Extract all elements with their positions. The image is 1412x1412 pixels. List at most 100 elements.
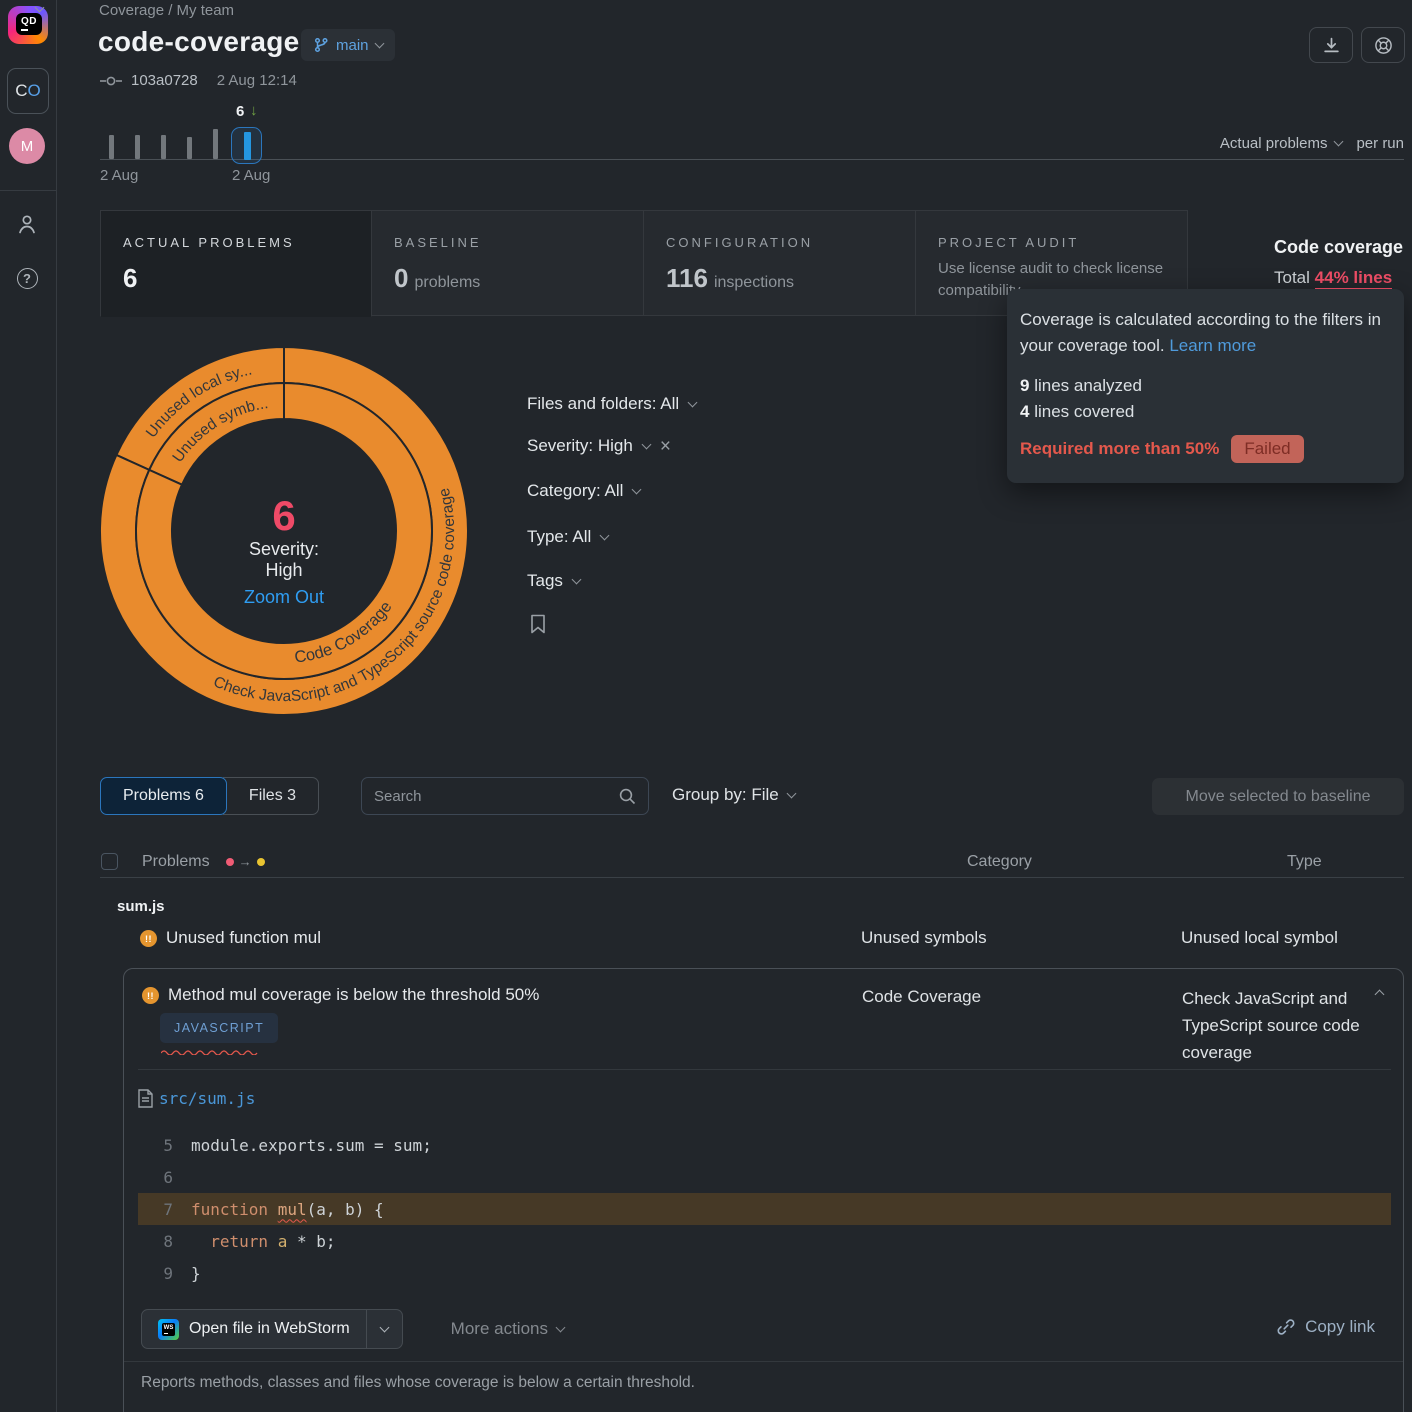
lines-analyzed-label: lines analyzed: [1029, 376, 1142, 395]
filter-label: Severity: High: [527, 436, 633, 455]
learn-more-link[interactable]: Learn more: [1169, 336, 1257, 355]
tab-description: Use license audit to check license compa…: [938, 260, 1164, 299]
filter-tags[interactable]: Tags: [527, 571, 582, 591]
high-severity-warning-icon: !!: [140, 930, 157, 947]
more-actions-dropdown[interactable]: More actions: [450, 1319, 566, 1339]
clear-severity-filter-icon[interactable]: ×: [659, 435, 671, 457]
sunburst-center-count: 6: [272, 492, 295, 539]
webstorm-icon-text: WS: [162, 1322, 175, 1336]
code-snippet: 5 module.exports.sum = sum; 6 7 function…: [138, 1129, 1391, 1289]
timeline-run-bar[interactable]: [213, 129, 218, 159]
search-input[interactable]: [374, 787, 618, 805]
commit-hash[interactable]: 103a0728: [131, 72, 198, 89]
filter-label: Tags: [527, 571, 563, 590]
copy-link-button[interactable]: Copy link: [1276, 1317, 1375, 1337]
breadcrumb[interactable]: Coverage / My team: [99, 2, 235, 19]
coverage-total-value-link[interactable]: 44% lines: [1314, 268, 1393, 289]
timeline-selected-run[interactable]: [231, 127, 262, 164]
commit-date: 2 Aug 12:14: [216, 72, 297, 89]
filter-category[interactable]: Category: All: [527, 481, 642, 501]
tab-suffix: inspections: [713, 274, 794, 291]
problems-sunburst-chart[interactable]: Unused local sy... Unused symb... Code C…: [98, 345, 470, 717]
link-icon: [1277, 1319, 1295, 1335]
files-view-tab[interactable]: Files 3: [222, 777, 320, 815]
branch-selector[interactable]: main: [301, 29, 395, 61]
per-run-label: per run: [1356, 135, 1404, 152]
timeline-run-bar[interactable]: [187, 137, 192, 159]
file-path: src/sum.js: [159, 1089, 256, 1108]
type-column-header: Type: [1287, 852, 1322, 870]
problem-row-unused-function[interactable]: !! Unused function mul Unused symbols Un…: [100, 922, 1404, 968]
tab-value: 6: [123, 263, 138, 293]
commit-icon: [100, 76, 122, 85]
tab-label: BASELINE: [394, 235, 482, 250]
tab-label: PROJECT AUDIT: [938, 235, 1080, 250]
bookmark-icon[interactable]: [530, 614, 546, 634]
org-initial: C: [15, 81, 28, 100]
code-line: 5 module.exports.sum = sum;: [138, 1129, 1391, 1161]
timeline-axis: [100, 159, 1404, 160]
high-severity-warning-icon: !!: [142, 987, 159, 1004]
sunburst-zoom-out-link[interactable]: Zoom Out: [244, 587, 324, 607]
qodana-logo-icon[interactable]: QD: [8, 6, 48, 44]
timeline-run-bar[interactable]: [135, 135, 140, 159]
metric-chevron-down-icon[interactable]: [1334, 136, 1344, 147]
support-button[interactable]: [1361, 27, 1405, 63]
filter-files-folders[interactable]: Files and folders: All: [527, 394, 698, 414]
help-question-glyph: ?: [23, 270, 31, 286]
help-icon[interactable]: ?: [13, 264, 41, 292]
org-initial: O: [27, 81, 41, 100]
code-line: 6: [138, 1161, 1391, 1193]
lines-analyzed-value: 9: [1020, 376, 1030, 395]
move-to-baseline-button[interactable]: Move selected to baseline: [1152, 778, 1404, 815]
code-text: (a, b) {: [306, 1199, 384, 1219]
git-branch-icon: [314, 37, 328, 53]
user-avatar[interactable]: M: [9, 128, 45, 164]
source-file-link[interactable]: src/sum.js: [138, 1089, 255, 1108]
search-field: [361, 777, 649, 815]
filter-type[interactable]: Type: All: [527, 527, 610, 547]
open-in-ide-dropdown[interactable]: [366, 1309, 403, 1349]
moderate-severity-dot-icon: [256, 857, 265, 866]
code-indent: [191, 1232, 210, 1251]
code-function-name: mul: [277, 1199, 307, 1219]
line-number: 9: [163, 1263, 173, 1283]
group-by-label: Group by: File: [672, 785, 779, 804]
timeline-run-bar[interactable]: [109, 135, 114, 159]
sunburst-inner-large-segment[interactable]: [135, 381, 433, 680]
card-divider: [124, 1361, 1403, 1362]
tab-value: 116: [666, 263, 708, 293]
tab-baseline[interactable]: BASELINE 0 problems: [372, 210, 644, 316]
more-actions-label: More actions: [450, 1319, 548, 1338]
problem-type: Unused local symbol: [1181, 928, 1338, 947]
timeline-metric-dropdown[interactable]: Actual problems: [1219, 135, 1328, 152]
profile-icon[interactable]: [13, 210, 41, 238]
sidebar-divider: [0, 190, 57, 191]
problem-title[interactable]: Method mul coverage is below the thresho…: [168, 985, 540, 1004]
timeline-run-bar[interactable]: [161, 135, 166, 159]
problems-view-tab[interactable]: Problems 6: [100, 777, 227, 815]
filter-severity[interactable]: Severity: High ×: [527, 436, 671, 456]
problem-actions: WS Open file in WebStorm More actions: [141, 1309, 566, 1349]
tab-configuration[interactable]: CONFIGURATION 116 inspections: [644, 210, 916, 316]
tab-label: CONFIGURATION: [666, 235, 814, 250]
summary-tabs: ACTUAL PROBLEMS 6 BASELINE 0 problems CON…: [100, 210, 1188, 317]
branch-chevron-down-icon: [374, 38, 384, 48]
select-all-checkbox[interactable]: [101, 853, 118, 870]
qodana-logo-text: QD: [16, 13, 42, 35]
trend-down-arrow-icon: ↓: [250, 102, 258, 119]
open-in-webstorm-button[interactable]: WS Open file in WebStorm: [141, 1309, 367, 1349]
chevron-down-icon: [786, 788, 797, 798]
problem-title: Unused function mul: [166, 928, 321, 947]
download-report-button[interactable]: [1309, 27, 1353, 63]
code-line: 8 return a * b;: [138, 1225, 1391, 1257]
line-number: 7: [163, 1199, 173, 1219]
tab-actual-problems[interactable]: ACTUAL PROBLEMS 6: [100, 210, 372, 317]
filter-label: Type: All: [527, 527, 592, 546]
warning-glyph: !!: [147, 990, 154, 1001]
file-icon: [138, 1089, 153, 1108]
coverage-title: Code coverage: [1274, 237, 1404, 257]
group-by-dropdown[interactable]: Group by: File: [672, 785, 797, 805]
